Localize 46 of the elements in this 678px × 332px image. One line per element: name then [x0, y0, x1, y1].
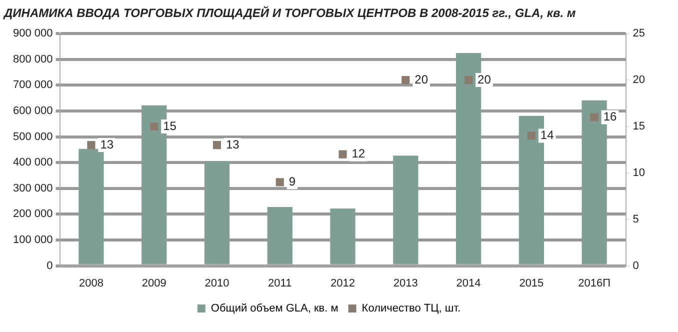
y-tick-label: 500 000	[12, 130, 53, 143]
data-label: 15	[163, 118, 177, 133]
point	[87, 141, 96, 150]
data-label: 9	[288, 174, 296, 189]
point	[276, 178, 284, 186]
point	[402, 76, 410, 84]
x-tick-label: 2011	[268, 277, 292, 290]
y-tick-label: 400 000	[12, 156, 53, 169]
y2-tick-label: 0	[632, 260, 639, 272]
y-tick-label: 900 000	[12, 28, 53, 40]
x-tick-label: 2015	[519, 277, 544, 290]
point	[212, 141, 222, 150]
y2-tick-label: 15	[632, 120, 646, 133]
point	[527, 132, 536, 140]
data-label: 16	[603, 110, 617, 124]
y2-tick-label: 25	[632, 28, 646, 40]
legend-label: Количество ТЦ, шт.	[362, 302, 461, 315]
point	[590, 113, 598, 122]
data-label: 20	[414, 72, 428, 86]
data-label: 12	[352, 146, 366, 161]
chart-title: ДИНАМИКА ВВОДА ТОРГОВЫХ ПЛОЩАДЕЙ И ТОРГОВЫХ ЦЕНТРОВ В 2008-2015 гг., GLA, кв. м	[4, 6, 576, 20]
y-tick-label: 700 000	[12, 79, 53, 92]
y2-tick-label: 10	[632, 166, 646, 179]
data-label: 13	[100, 137, 114, 152]
data-label: 13	[226, 137, 240, 152]
data-label: 14	[540, 128, 554, 142]
x-tick-label: 2014	[456, 277, 481, 290]
data-label: 20	[478, 72, 492, 86]
x-tick-label: 2008	[78, 277, 104, 290]
y-tick-label: 800 000	[12, 53, 53, 66]
y2-tick-label: 5	[632, 213, 639, 226]
legend-label: Общий объем GLA, кв. м	[210, 302, 338, 315]
point	[150, 122, 158, 131]
y-tick-label: 100 000	[12, 234, 53, 246]
x-tick-label: 2013	[393, 277, 418, 290]
y-tick-label: 300 000	[12, 182, 53, 194]
y-tick-label: 600 000	[12, 105, 53, 118]
y-tick-label: 0	[46, 260, 53, 272]
x-tick-label: 2010	[204, 277, 230, 290]
x-tick-label: 2016П	[578, 277, 611, 290]
point	[338, 150, 347, 158]
y-tick-label: 200 000	[12, 208, 53, 220]
point	[464, 76, 473, 84]
x-tick-label: 2012	[330, 277, 356, 290]
x-tick-label: 2009	[142, 277, 166, 290]
y2-tick-label: 20	[632, 74, 646, 86]
